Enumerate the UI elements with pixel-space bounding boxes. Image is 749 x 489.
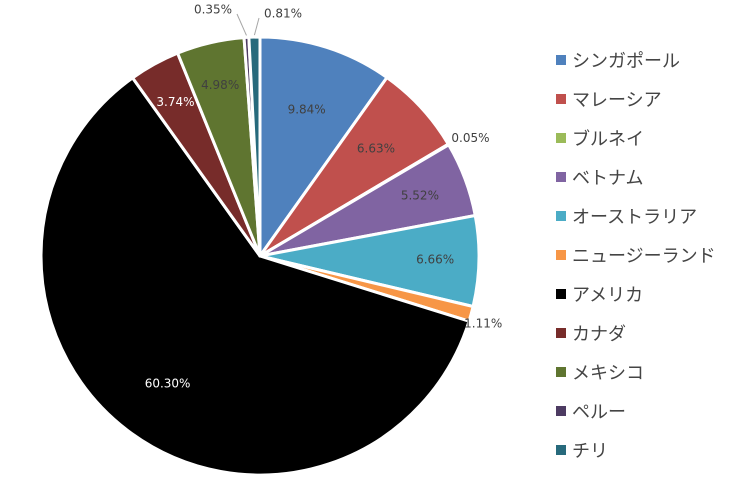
legend-label: ベトナム [572,167,644,189]
legend-item-4: オーストラリア [556,196,716,235]
legend-label: シンガポール [572,50,680,72]
legend-item-6: アメリカ [556,274,716,313]
pie-slice-6 [39,76,471,477]
data-label-10: 0.81% [264,7,302,21]
data-label-6: 60.30% [145,376,191,390]
pie-slice-0 [258,35,389,258]
data-label-9: 0.35% [194,3,232,17]
legend-swatch [556,93,566,104]
legend-label: マレーシア [572,89,662,111]
legend: シンガポール マレーシアブルネイベトナムオーストラリア ニュージーランド アメリカカナ… [556,40,716,469]
legend-item-9: ペルー [556,391,716,430]
legend-item-5: ニュージーランド [556,235,716,274]
legend-swatch [556,171,566,182]
legend-label: ブルネイ [572,128,644,150]
legend-swatch [556,132,566,143]
pie-slice-10 [247,35,262,258]
legend-swatch [556,249,566,260]
legend-label: ニュージーランド [572,245,716,267]
pie-slices [39,35,481,477]
legend-label: アメリカ [572,284,644,306]
legend-label: カナダ [572,323,626,345]
legend-label: オーストラリア [572,206,698,228]
data-label-5: 1.11% [464,316,502,330]
data-label-0: 9.84% [288,102,326,116]
data-label-4: 6.66% [416,253,454,267]
leader-line-10 [253,17,260,36]
legend-item-0: シンガポール [556,40,716,79]
legend-swatch [556,366,566,377]
legend-label: メキシコ [572,362,644,384]
data-label-1: 6.63% [357,142,395,156]
legend-item-2: ブルネイ [556,118,716,157]
legend-item-3: ベトナム [556,157,716,196]
legend-item-1: マレーシア [556,79,716,118]
data-label-7: 3.74% [156,95,194,109]
legend-item-8: メキシコ [556,352,716,391]
data-labels: 9.84% 6.63% 0.05% 5.52% 6.66% 1.11% 60.30% 3.74… [145,3,503,391]
leader-line-9 [236,13,247,36]
legend-swatch [556,210,566,221]
data-label-2: 0.05% [451,131,489,145]
leader-lines [236,13,260,36]
data-label-3: 5.52% [401,188,439,202]
legend-label: チリ [572,440,608,462]
legend-item-10: チリ [556,430,716,469]
legend-swatch [556,405,566,416]
data-label-8: 4.98% [201,78,239,92]
legend-item-7: カナダ [556,313,716,352]
legend-swatch [556,444,566,455]
legend-label: ペルー [572,401,626,423]
legend-swatch [556,327,566,338]
legend-swatch [556,288,566,299]
legend-swatch [556,54,566,65]
